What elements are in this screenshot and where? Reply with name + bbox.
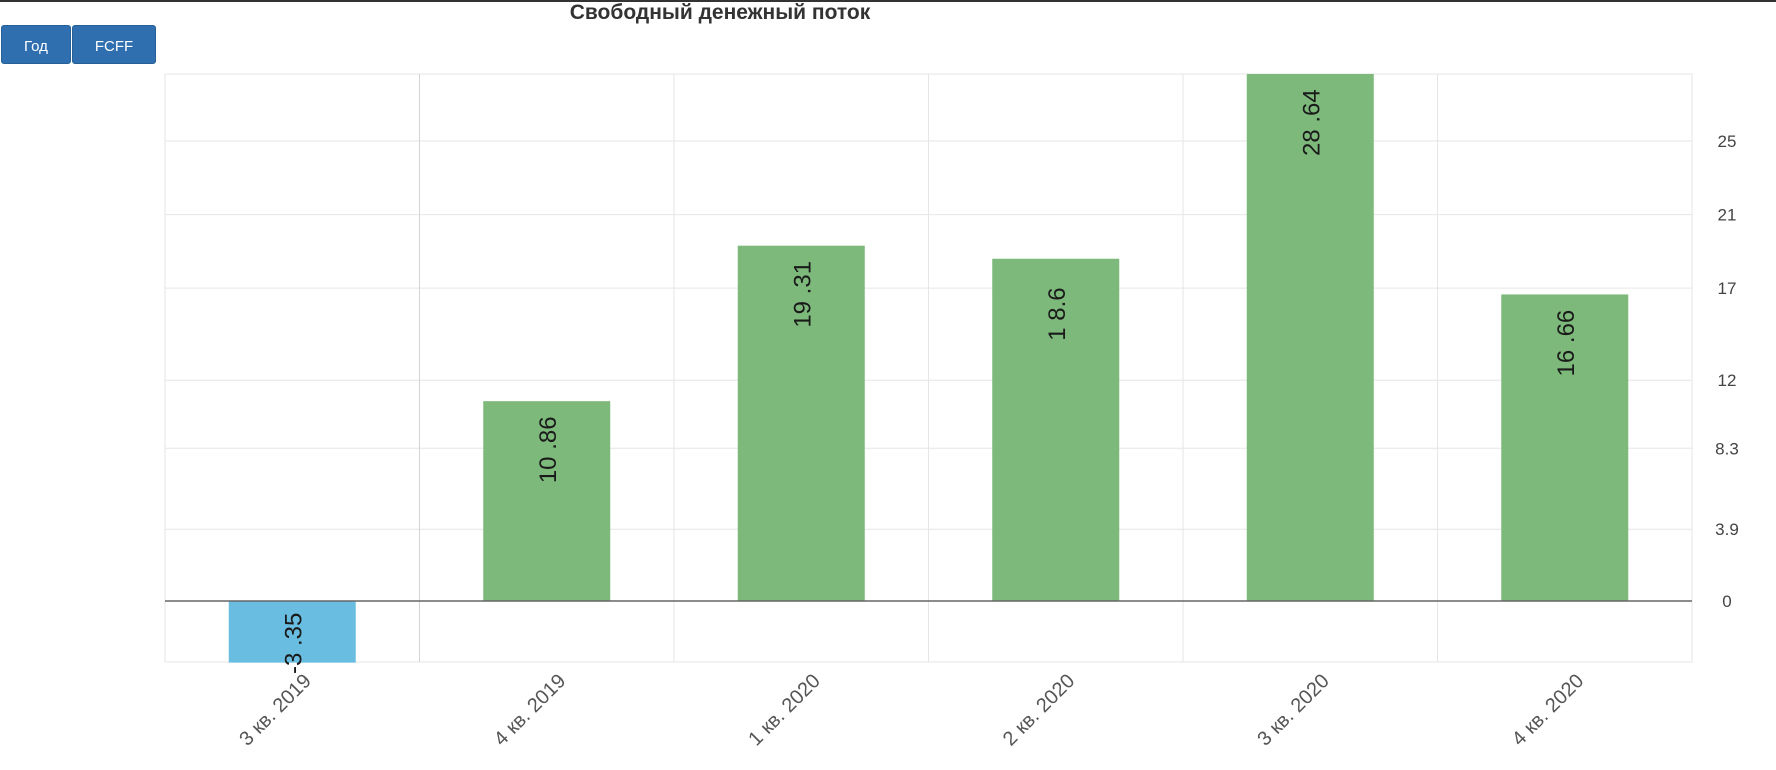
x-tick-label-group: 3 кв. 2019 xyxy=(235,670,315,750)
bar-4 xyxy=(992,258,1120,601)
x-tick-label: 4 кв. 2019 xyxy=(490,670,570,750)
x-tick-label: 3 кв. 2019 xyxy=(235,670,315,750)
bar-6 xyxy=(1501,294,1629,601)
data-label: 19 .31 xyxy=(789,261,816,328)
x-tick-label-group: 2 кв. 2020 xyxy=(999,670,1079,750)
data-label: -3 .35 xyxy=(280,613,307,674)
x-tick-label: 1 кв. 2020 xyxy=(744,670,824,750)
chart-title: Свободный денежный поток xyxy=(569,1,871,24)
metric-fcff-button[interactable]: FCFF xyxy=(72,25,156,64)
x-tick-label: 3 кв. 2020 xyxy=(1253,670,1333,750)
data-label: 10 .86 xyxy=(535,416,562,483)
y-tick-label: 21 xyxy=(1718,206,1737,225)
data-label-group: 16 .66 xyxy=(1553,310,1580,377)
x-tick-label: 2 кв. 2020 xyxy=(999,670,1079,750)
y-tick-label: 25 xyxy=(1718,132,1737,151)
bar-2 xyxy=(483,401,611,601)
data-label-group: 1 8.6 xyxy=(1044,287,1071,340)
data-label-group: 10 .86 xyxy=(535,416,562,483)
bar-5 xyxy=(1246,74,1374,601)
bar-1 xyxy=(228,601,356,663)
x-tick-label-group: 1 кв. 2020 xyxy=(744,670,824,750)
y-tick-label: 12 xyxy=(1718,371,1737,390)
bar-3 xyxy=(737,245,865,602)
data-label: 28 .64 xyxy=(1298,89,1325,156)
y-tick-label: 3.9 xyxy=(1715,520,1739,539)
top-border xyxy=(0,0,1776,2)
y-tick-label: 17 xyxy=(1718,279,1737,298)
period-year-button[interactable]: Год xyxy=(1,25,71,64)
data-label-group: 19 .31 xyxy=(789,261,816,328)
x-tick-label-group: 4 кв. 2019 xyxy=(490,670,570,750)
x-tick-label-group: 4 кв. 2020 xyxy=(1508,670,1588,750)
data-label: 16 .66 xyxy=(1553,310,1580,377)
y-tick-label: 0 xyxy=(1722,592,1731,611)
data-label-group: 28 .64 xyxy=(1298,89,1325,156)
y-tick-label: 8.3 xyxy=(1715,439,1739,458)
data-label-group: -3 .35 xyxy=(280,613,307,674)
data-label: 1 8.6 xyxy=(1044,287,1071,340)
x-tick-label: 4 кв. 2020 xyxy=(1508,670,1588,750)
x-tick-label-group: 3 кв. 2020 xyxy=(1253,670,1333,750)
